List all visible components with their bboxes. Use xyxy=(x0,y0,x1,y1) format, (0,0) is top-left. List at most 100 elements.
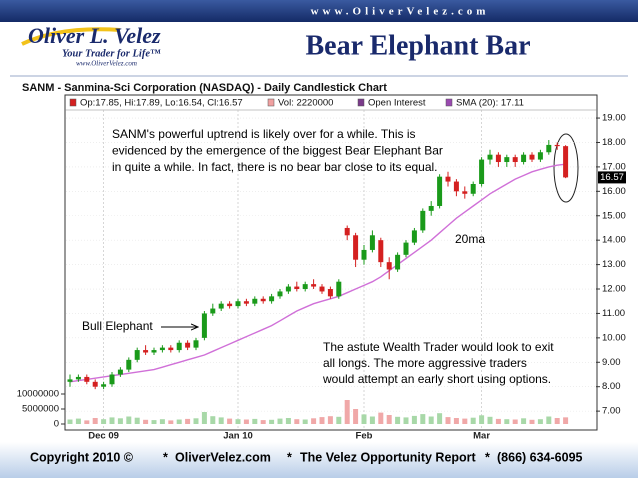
footer-item: The Velez Opportunity Report xyxy=(300,450,477,464)
candle-body xyxy=(218,303,224,309)
candle-body xyxy=(546,144,552,153)
volume-bar xyxy=(546,416,552,424)
volume-bar xyxy=(285,418,291,424)
candle-body xyxy=(193,340,199,348)
candle-body xyxy=(151,350,157,353)
candle-body xyxy=(369,235,375,250)
volume-bar xyxy=(369,416,375,424)
volume-bar xyxy=(428,416,434,424)
candle-body xyxy=(495,154,501,163)
candle-body xyxy=(395,254,401,270)
annotation-text: in quite a while. In fact, there is no b… xyxy=(112,160,438,174)
candle-body xyxy=(437,176,443,206)
sma-line xyxy=(69,163,566,383)
volume-bar xyxy=(252,418,258,424)
volume-bar xyxy=(227,418,233,424)
candle-body xyxy=(504,157,510,163)
x-tick-label: Jan 10 xyxy=(223,431,253,442)
y2-tick-label: 5000000 xyxy=(22,404,59,415)
candle-body xyxy=(117,369,123,375)
candle-body xyxy=(378,240,384,263)
legend-swatch xyxy=(357,98,365,107)
annotation-text: The astute Wealth Trader would look to e… xyxy=(323,340,554,354)
volume-bar xyxy=(344,400,350,424)
volume-bar xyxy=(411,415,417,424)
candle-body xyxy=(479,159,485,184)
candle-body xyxy=(521,154,527,163)
volume-bar xyxy=(168,420,174,424)
y-tick-label: 11.00 xyxy=(602,308,625,319)
candle-body xyxy=(243,301,249,304)
volume-bar xyxy=(302,419,308,424)
volume-bar xyxy=(92,418,98,424)
y-tick-label: 13.00 xyxy=(602,259,626,270)
candle-body xyxy=(386,262,392,270)
volume-bar xyxy=(235,419,241,424)
volume-bar xyxy=(462,418,468,424)
volume-bar xyxy=(479,415,485,424)
y-tick-label: 7.00 xyxy=(602,406,621,417)
volume-bar xyxy=(117,418,123,424)
volume-bar xyxy=(378,412,384,424)
annotation-text: SANM's powerful uptrend is likely over f… xyxy=(112,127,416,141)
volume-bar xyxy=(269,419,275,424)
volume-bar xyxy=(201,412,207,424)
volume-bar xyxy=(185,418,191,424)
last-price-box xyxy=(598,171,626,184)
candle-body xyxy=(235,301,241,307)
logo-name: Oliver L. Velez xyxy=(28,23,161,48)
candle-body xyxy=(554,144,560,147)
candle-body xyxy=(403,242,409,255)
candle-body xyxy=(470,183,476,194)
candle-body xyxy=(210,308,216,314)
footer-separator: * xyxy=(163,450,168,464)
top-banner xyxy=(0,0,638,22)
volume-bar xyxy=(420,414,426,424)
logo-url: www.OliverVelez.com xyxy=(76,60,137,68)
candle-body xyxy=(176,342,182,351)
x-tick-label: Dec 09 xyxy=(88,431,119,442)
candle-body xyxy=(109,374,115,385)
candle-body xyxy=(445,176,451,182)
candle-body xyxy=(453,181,459,192)
legend-label: Op:17.85, Hi:17.89, Lo:16.54, Cl:16.57 xyxy=(80,98,243,109)
volume-bar xyxy=(109,417,115,424)
y-tick-label: 15.00 xyxy=(602,210,626,221)
plot-frame xyxy=(64,94,598,431)
volume-bar xyxy=(277,418,283,424)
volume-bar xyxy=(75,418,81,424)
candle-body xyxy=(260,298,266,302)
candle-body xyxy=(462,191,468,194)
volume-bar xyxy=(336,416,342,424)
footer-item: (866) 634-6095 xyxy=(497,450,583,464)
candle-body xyxy=(361,249,367,260)
y-tick-label: 8.00 xyxy=(602,381,621,392)
y-tick-label: 19.00 xyxy=(602,113,626,124)
volume-bar xyxy=(470,417,476,424)
footer-item: Copyright 2010 © xyxy=(30,450,134,464)
candle-body xyxy=(75,376,81,380)
candle-body xyxy=(302,284,308,290)
volume-bar xyxy=(210,416,216,424)
bull-annotation: Bull Elephant xyxy=(82,319,153,333)
y2-tick-label: 0 xyxy=(54,419,59,430)
slide-title: Bear Elephant Bar xyxy=(305,30,530,61)
candle-body xyxy=(252,298,258,304)
candle-body xyxy=(420,210,426,231)
candle-body xyxy=(311,284,317,287)
candle-body xyxy=(529,154,535,160)
y-tick-label: 18.00 xyxy=(602,137,626,148)
candle-body xyxy=(126,359,132,370)
chart-title: SANM - Sanmina-Sci Corporation (NASDAQ) … xyxy=(22,82,387,94)
candle-body xyxy=(67,379,73,382)
volume-bar xyxy=(176,419,182,424)
logo-tagline: Your Trader for Life™ xyxy=(62,48,161,59)
y-tick-label: 16.00 xyxy=(602,186,626,197)
site-url: www.OliverVelez.com xyxy=(311,6,490,18)
candle-body xyxy=(143,350,149,353)
volume-bar xyxy=(537,419,543,424)
volume-bar xyxy=(218,417,224,424)
footer-item: OliverVelez.com xyxy=(175,450,271,464)
volume-bar xyxy=(487,416,493,424)
